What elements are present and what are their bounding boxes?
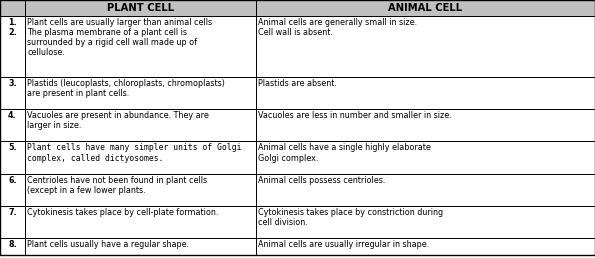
- Bar: [0, 206, 25, 238]
- Bar: [0, 174, 25, 206]
- Text: 5.: 5.: [8, 143, 17, 152]
- Bar: [25, 206, 256, 238]
- Text: Plant cells usually have a regular shape.: Plant cells usually have a regular shape…: [27, 240, 189, 249]
- Text: Plant cells have many simpler units of Golgi
complex, called dictyosomes.: Plant cells have many simpler units of G…: [27, 143, 242, 163]
- Text: PLANT CELL: PLANT CELL: [107, 3, 174, 13]
- Bar: [0, 109, 25, 141]
- Bar: [0, 0, 25, 15]
- Bar: [25, 0, 256, 15]
- Bar: [25, 109, 256, 141]
- Bar: [0, 238, 25, 255]
- Text: Animal cells are usually irregular in shape.: Animal cells are usually irregular in sh…: [258, 240, 430, 249]
- Text: 4.: 4.: [8, 111, 17, 120]
- Text: Plastids are absent.: Plastids are absent.: [258, 79, 337, 88]
- Bar: [256, 206, 595, 238]
- Bar: [25, 238, 256, 255]
- Bar: [25, 15, 256, 77]
- Text: Animal cells possess centrioles.: Animal cells possess centrioles.: [258, 176, 386, 185]
- Text: 8.: 8.: [8, 240, 17, 249]
- Text: 1.
2.: 1. 2.: [8, 18, 17, 37]
- Text: 6.: 6.: [8, 176, 17, 185]
- Text: Vacuoles are present in abundance. They are
larger in size.: Vacuoles are present in abundance. They …: [27, 111, 209, 130]
- Bar: [25, 141, 256, 174]
- Bar: [256, 141, 595, 174]
- Bar: [25, 174, 256, 206]
- Text: Animal cells have a single highly elaborate
Golgi complex.: Animal cells have a single highly elabor…: [258, 143, 431, 163]
- Text: Plant cells are usually larger than animal cells
The plasma membrane of a plant : Plant cells are usually larger than anim…: [27, 18, 212, 57]
- Text: Centrioles have not been found in plant cells
(except in a few lower plants.: Centrioles have not been found in plant …: [27, 176, 208, 195]
- Bar: [0, 15, 25, 77]
- Text: Vacuoles are less in number and smaller in size.: Vacuoles are less in number and smaller …: [258, 111, 452, 120]
- Text: ANIMAL CELL: ANIMAL CELL: [389, 3, 462, 13]
- Bar: [256, 0, 595, 15]
- Text: Cytokinesis takes place by cell-plate formation.: Cytokinesis takes place by cell-plate fo…: [27, 208, 219, 217]
- Bar: [0, 141, 25, 174]
- Text: 7.: 7.: [8, 208, 17, 217]
- Bar: [256, 77, 595, 109]
- Text: Animal cells are generally small in size.
Cell wall is absent.: Animal cells are generally small in size…: [258, 18, 417, 37]
- Text: Cytokinesis takes place by constriction during
cell division.: Cytokinesis takes place by constriction …: [258, 208, 443, 227]
- Text: Plastids (leucoplasts, chloroplasts, chromoplasts)
are present in plant cells.: Plastids (leucoplasts, chloroplasts, chr…: [27, 79, 226, 98]
- Bar: [256, 109, 595, 141]
- Bar: [0, 77, 25, 109]
- Bar: [256, 238, 595, 255]
- Bar: [25, 77, 256, 109]
- Bar: [256, 174, 595, 206]
- Text: 3.: 3.: [8, 79, 17, 88]
- Bar: [256, 15, 595, 77]
